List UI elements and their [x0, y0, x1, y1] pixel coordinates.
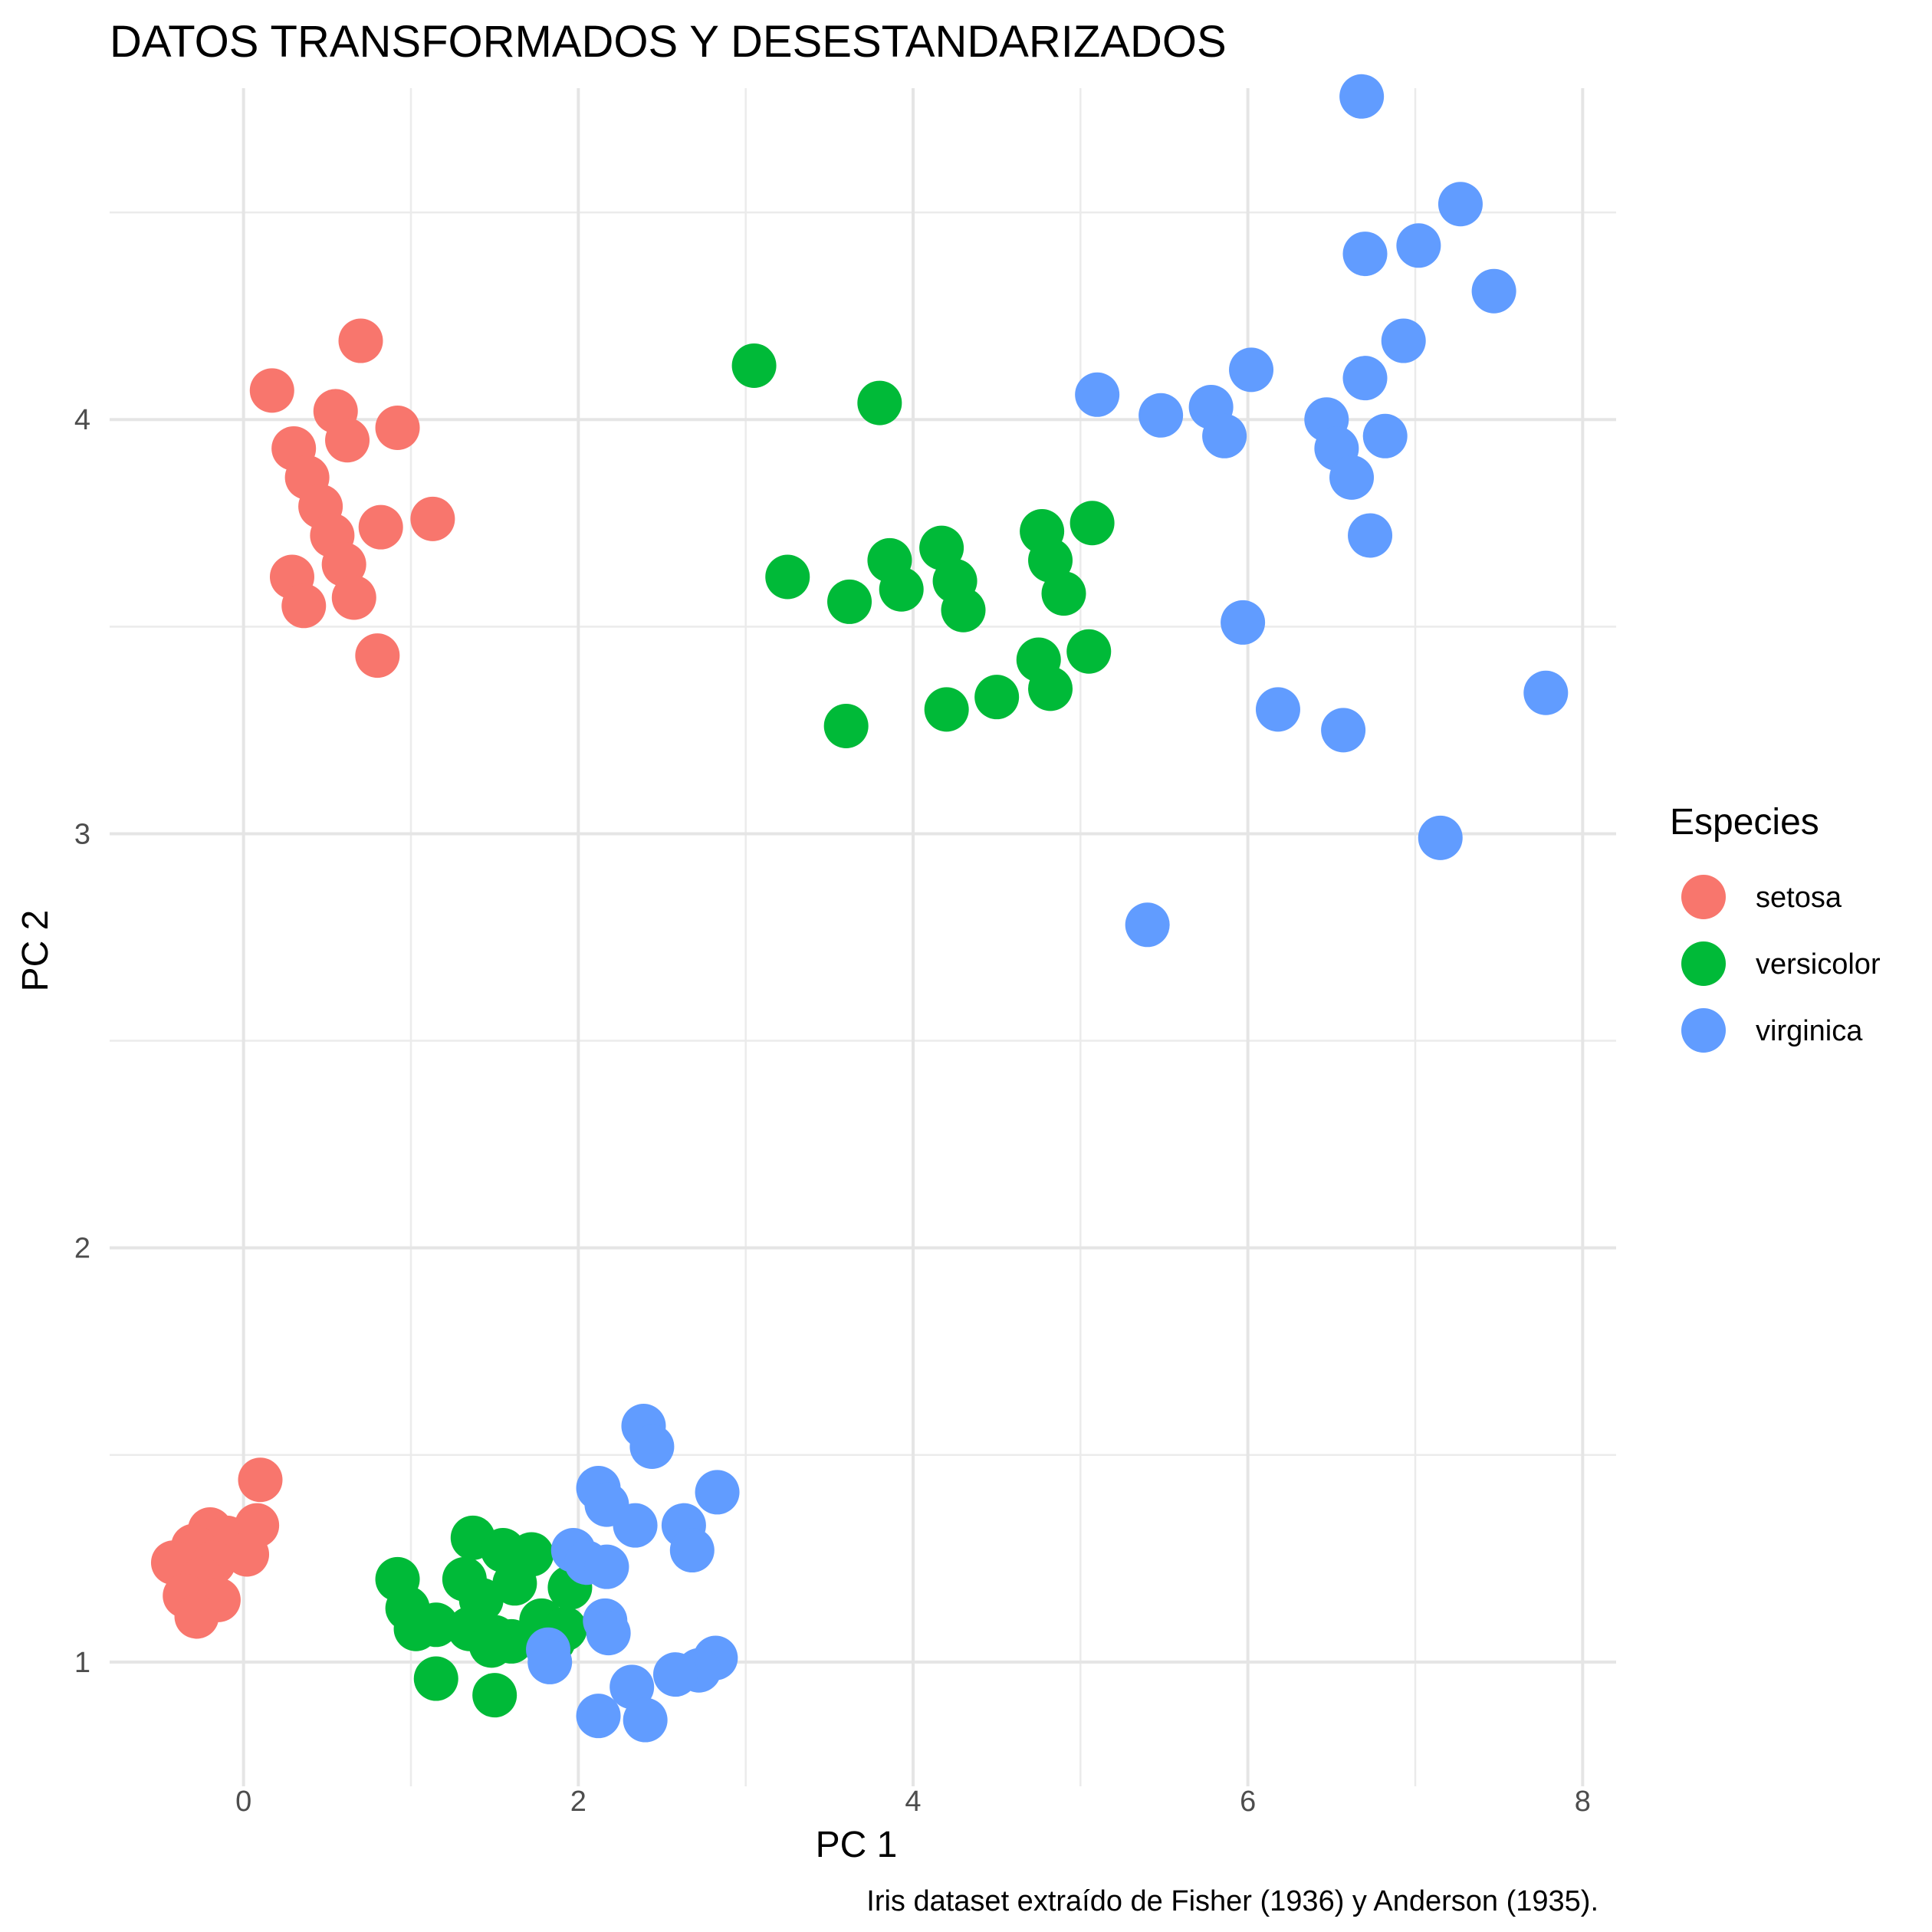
legend-label-versicolor: versicolor: [1756, 948, 1881, 981]
legend-key-versicolor: [1681, 941, 1726, 986]
point-versicolor: [827, 579, 872, 624]
point-versicolor: [413, 1602, 458, 1648]
point-setosa: [358, 504, 403, 550]
point-versicolor: [924, 687, 969, 732]
point-virginica: [584, 1544, 629, 1589]
point-virginica: [1381, 318, 1426, 363]
point-versicolor: [731, 343, 777, 388]
point-versicolor: [1041, 571, 1086, 616]
point-setosa: [325, 418, 370, 463]
point-virginica: [576, 1694, 621, 1739]
point-virginica: [1438, 182, 1483, 227]
point-virginica: [623, 1697, 668, 1743]
point-virginica: [1471, 268, 1516, 314]
x-tick-label: 4: [905, 1786, 921, 1818]
y-tick-label: 3: [74, 818, 90, 850]
point-virginica: [1125, 902, 1170, 948]
point-versicolor: [468, 1623, 514, 1668]
legend-label-virginica: virginica: [1756, 1015, 1863, 1047]
point-setosa: [375, 406, 420, 450]
point-virginica: [586, 1611, 631, 1656]
point-virginica: [1348, 513, 1393, 558]
point-virginica: [1138, 393, 1184, 438]
y-tick-label: 2: [74, 1233, 90, 1265]
legend-label-setosa: setosa: [1756, 882, 1842, 914]
point-virginica: [1221, 600, 1266, 645]
point-virginica: [629, 1424, 675, 1469]
point-versicolor: [413, 1656, 458, 1701]
point-virginica: [613, 1503, 658, 1548]
point-versicolor: [879, 567, 924, 612]
data-points: [150, 74, 1569, 1743]
point-virginica: [1396, 223, 1441, 268]
x-tick-label: 8: [1575, 1786, 1591, 1818]
point-versicolor: [492, 1561, 537, 1606]
legend-key-virginica: [1681, 1008, 1726, 1053]
legend: Especies setosa versicolor virginica: [1670, 802, 1881, 1053]
point-setosa: [225, 1532, 270, 1577]
point-virginica: [1342, 356, 1388, 401]
point-versicolor: [857, 380, 902, 426]
chart-caption: Iris dataset extraído de Fisher (1936) y…: [866, 1885, 1598, 1917]
legend-title: Especies: [1670, 802, 1819, 843]
x-axis-title: PC 1: [816, 1825, 898, 1865]
legend-key-setosa: [1681, 875, 1726, 919]
point-virginica: [1418, 815, 1463, 860]
point-setosa: [410, 496, 455, 541]
point-versicolor: [941, 587, 986, 632]
point-virginica: [1523, 670, 1569, 715]
point-versicolor: [1070, 501, 1115, 546]
point-setosa: [338, 318, 383, 363]
point-virginica: [1329, 455, 1375, 500]
point-virginica: [1075, 372, 1120, 417]
point-setosa: [174, 1594, 219, 1639]
point-setosa: [355, 633, 400, 678]
x-axis-ticks: 0 2 4 6 8: [235, 1786, 1591, 1818]
point-virginica: [695, 1470, 740, 1515]
point-virginica: [1202, 413, 1247, 458]
point-virginica: [1362, 413, 1408, 458]
point-virginica: [652, 1652, 698, 1697]
point-versicolor: [765, 554, 810, 600]
point-versicolor: [974, 675, 1020, 720]
point-virginica: [1342, 232, 1388, 277]
y-tick-label: 1: [74, 1647, 90, 1679]
point-virginica: [1229, 347, 1274, 393]
point-versicolor: [1066, 629, 1112, 674]
x-tick-label: 0: [235, 1786, 251, 1818]
point-virginica: [1321, 708, 1366, 753]
point-versicolor: [472, 1673, 518, 1718]
y-axis-ticks: 1 2 3 4: [74, 404, 90, 1679]
chart-title: DATOS TRANSFORMADOS Y DESESTANDARIZADOS: [110, 17, 1227, 67]
y-tick-label: 4: [74, 404, 90, 436]
point-virginica: [669, 1528, 715, 1573]
point-virginica: [1339, 74, 1385, 119]
point-virginica: [527, 1639, 573, 1684]
legend-items: setosa versicolor virginica: [1681, 875, 1881, 1053]
x-tick-label: 6: [1240, 1786, 1256, 1818]
x-tick-label: 2: [570, 1786, 586, 1818]
point-setosa: [331, 575, 376, 620]
point-versicolor: [823, 703, 869, 748]
point-versicolor: [1028, 666, 1073, 711]
point-virginica: [1255, 687, 1300, 732]
point-setosa: [249, 368, 294, 413]
y-axis-title: PC 2: [15, 910, 56, 992]
point-setosa: [281, 583, 327, 629]
point-setosa: [238, 1457, 283, 1503]
